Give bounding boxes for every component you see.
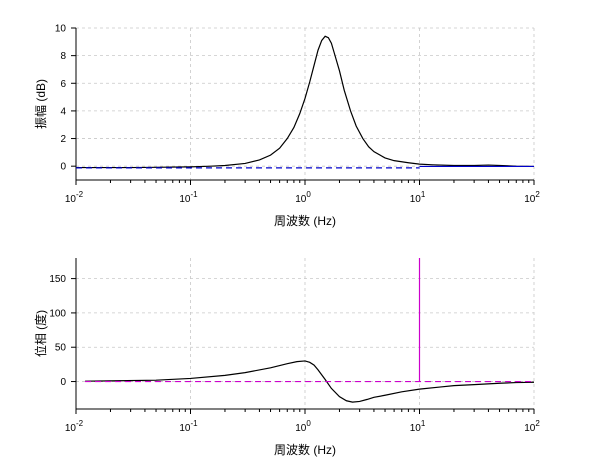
phase-panel: 10-2 10-1 100 101 102 0 50 100 150 周波数 (Hz) 位相 (度) <box>33 258 540 457</box>
phase-x-tick-label: 10-1 <box>179 419 198 434</box>
magnitude-y-tick-label: 10 <box>55 24 67 35</box>
phase-y-tick-label: 100 <box>49 308 66 319</box>
magnitude-panel: 10-2 10-1 100 101 102 0 2 4 6 8 10 周波数 (Hz) 振幅 (dB) <box>33 24 540 229</box>
magnitude-y-tick-label: 8 <box>60 51 66 62</box>
phase-y-tick-label: 0 <box>60 377 66 388</box>
magnitude-series-0-line <box>76 35 535 169</box>
magnitude-x-tick-label: 10-2 <box>65 190 84 205</box>
magnitude-y-axis-label: 振幅 (dB) <box>33 79 48 129</box>
phase-x-axis-label: 周波数 (Hz) <box>274 442 336 457</box>
phase-y-axis-label: 位相 (度) <box>33 310 48 357</box>
magnitude-x-tick-label: 100 <box>295 190 311 205</box>
magnitude-y-tick-label: 2 <box>60 134 66 145</box>
magnitude-x-tick-label: 102 <box>524 190 540 205</box>
magnitude-y-tick-label: 6 <box>60 79 66 90</box>
magnitude-y-tick-label: 0 <box>60 162 66 173</box>
phase-y-tick-label: 150 <box>49 274 66 285</box>
magnitude-x-tick-label: 101 <box>410 190 426 205</box>
magnitude-y-tick-label: 4 <box>60 106 66 117</box>
phase-x-tick-label: 100 <box>295 419 311 434</box>
magnitude-x-tick-label: 10-1 <box>179 190 198 205</box>
phase-x-tick-label: 101 <box>410 419 426 434</box>
phase-series-0-line <box>85 360 535 403</box>
phase-x-tick-label: 102 <box>524 419 540 434</box>
phase-x-tick-label: 10-2 <box>65 419 84 434</box>
phase-y-tick-label: 50 <box>55 343 67 354</box>
magnitude-x-axis-label: 周波数 (Hz) <box>274 213 336 228</box>
